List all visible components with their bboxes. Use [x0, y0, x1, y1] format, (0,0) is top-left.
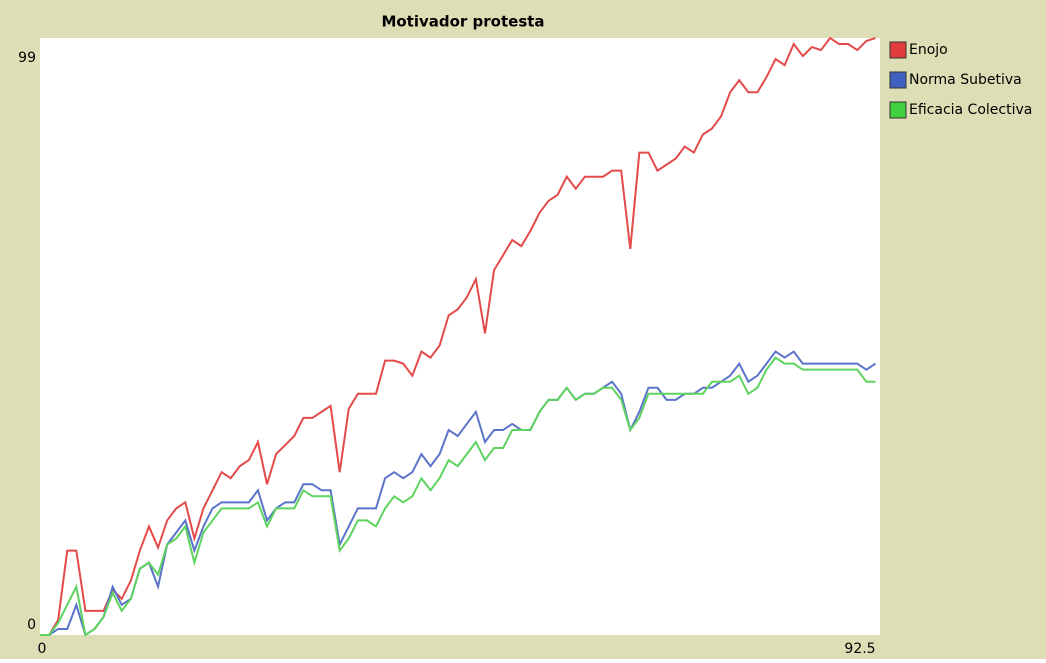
legend-label: Enojo [909, 42, 948, 58]
series-line [40, 36, 876, 636]
x-tick-label: 92.5 [844, 641, 875, 657]
legend-swatch [889, 41, 907, 59]
legend-label: Norma Subetiva [909, 72, 1022, 88]
plot-area [40, 38, 880, 635]
legend-swatch [889, 101, 907, 119]
y-tick-label: 99 [18, 50, 36, 66]
chart-title: Motivador protesta [381, 13, 544, 31]
legend-label: Eficacia Colectiva [909, 102, 1032, 118]
series-line [40, 356, 876, 637]
legend-swatch [889, 71, 907, 89]
series-line [40, 350, 877, 637]
y-tick-label: 0 [27, 617, 36, 633]
x-tick-label: 0 [38, 641, 47, 657]
